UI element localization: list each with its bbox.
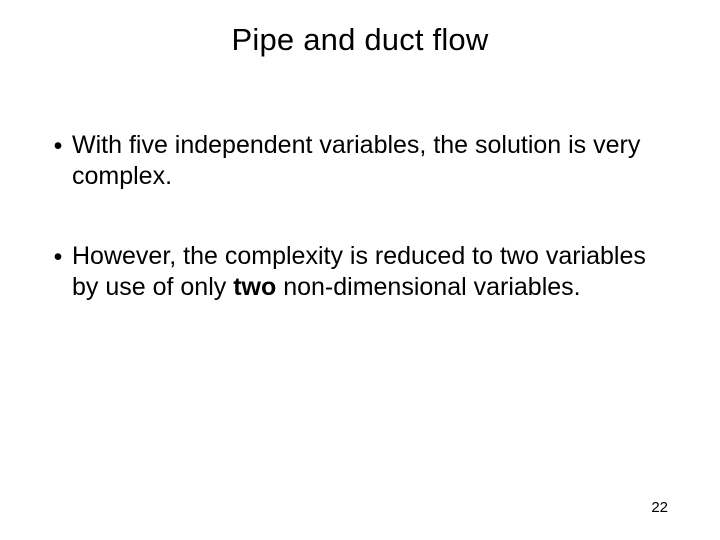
bullet-item: • However, the complexity is reduced to …: [48, 241, 676, 304]
bullet-text: However, the complexity is reduced to tw…: [72, 241, 676, 304]
bullet-item: • With five independent variables, the s…: [48, 130, 676, 193]
bullet-dot-icon: •: [48, 131, 68, 162]
slide-title: Pipe and duct flow: [0, 22, 720, 58]
slide: Pipe and duct flow • With five independe…: [0, 0, 720, 540]
slide-body: • With five independent variables, the s…: [48, 130, 676, 351]
bullet-text-after: non-dimensional variables.: [276, 273, 580, 301]
bullet-text-bold: two: [233, 273, 276, 301]
bullet-dot-icon: •: [48, 242, 68, 273]
bullet-text: With five independent variables, the sol…: [72, 130, 676, 193]
page-number: 22: [651, 499, 668, 516]
